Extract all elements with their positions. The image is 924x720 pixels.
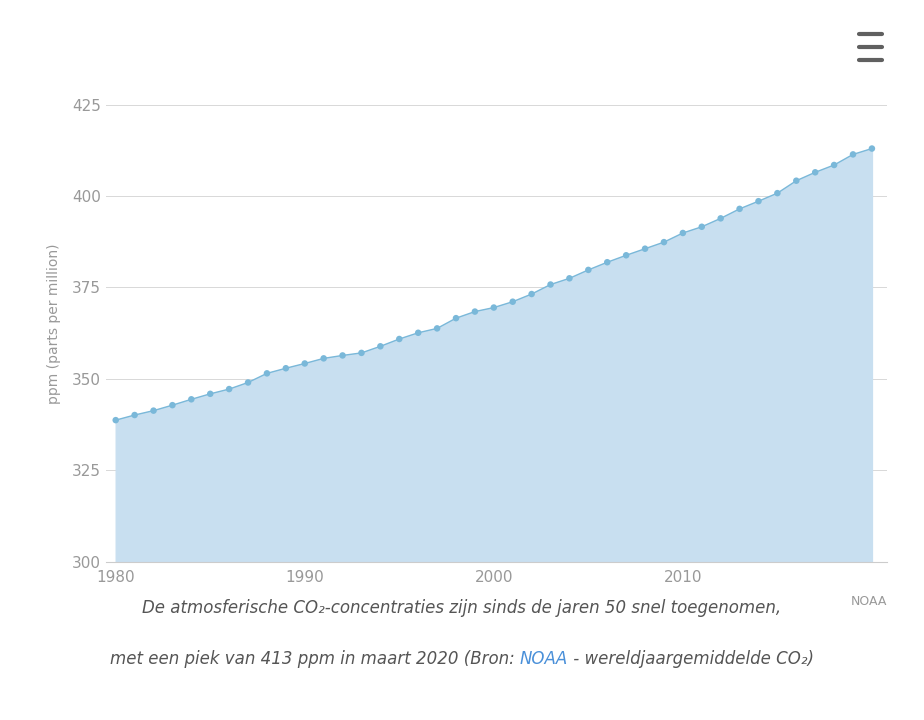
Point [468, 306, 482, 318]
Point [354, 347, 369, 359]
Point [713, 212, 728, 224]
Point [505, 296, 520, 307]
Point [240, 377, 255, 388]
Point [146, 405, 161, 416]
Text: NOAA: NOAA [520, 649, 568, 668]
Point [808, 166, 822, 178]
Point [770, 187, 784, 199]
Point [581, 264, 596, 276]
Point [108, 415, 123, 426]
Point [449, 312, 464, 324]
Point [278, 362, 293, 374]
Point [316, 353, 331, 364]
Point [524, 288, 539, 300]
Point [827, 159, 842, 171]
Text: De atmosferische CO₂-concentraties zijn sinds de jaren 50 snel toegenomen,: De atmosferische CO₂-concentraties zijn … [142, 599, 782, 618]
Point [657, 236, 672, 248]
Text: NOAA: NOAA [851, 595, 887, 608]
Y-axis label: ppm (parts per million): ppm (parts per million) [46, 244, 61, 404]
Point [675, 228, 690, 239]
Point [203, 388, 218, 400]
Point [392, 333, 407, 345]
Point [373, 341, 388, 352]
Point [789, 175, 804, 186]
Point [411, 327, 426, 338]
Point [600, 256, 614, 268]
Point [430, 323, 444, 334]
Point [486, 302, 501, 313]
Point [619, 250, 634, 261]
Point [128, 409, 142, 420]
Point [335, 350, 350, 361]
Point [845, 148, 860, 160]
Point [260, 368, 274, 379]
Point [638, 243, 652, 254]
Point [694, 221, 709, 233]
Point [298, 358, 312, 369]
Point [732, 203, 747, 215]
Point [184, 394, 199, 405]
Text: - wereldjaargemiddelde CO₂): - wereldjaargemiddelde CO₂) [568, 649, 814, 668]
Point [865, 143, 880, 154]
Point [222, 383, 237, 395]
Point [543, 279, 558, 290]
Point [165, 400, 180, 411]
Point [751, 195, 766, 207]
Point [562, 273, 577, 284]
Text: met een piek van 413 ppm in maart 2020 (Bron:: met een piek van 413 ppm in maart 2020 (… [110, 649, 520, 668]
